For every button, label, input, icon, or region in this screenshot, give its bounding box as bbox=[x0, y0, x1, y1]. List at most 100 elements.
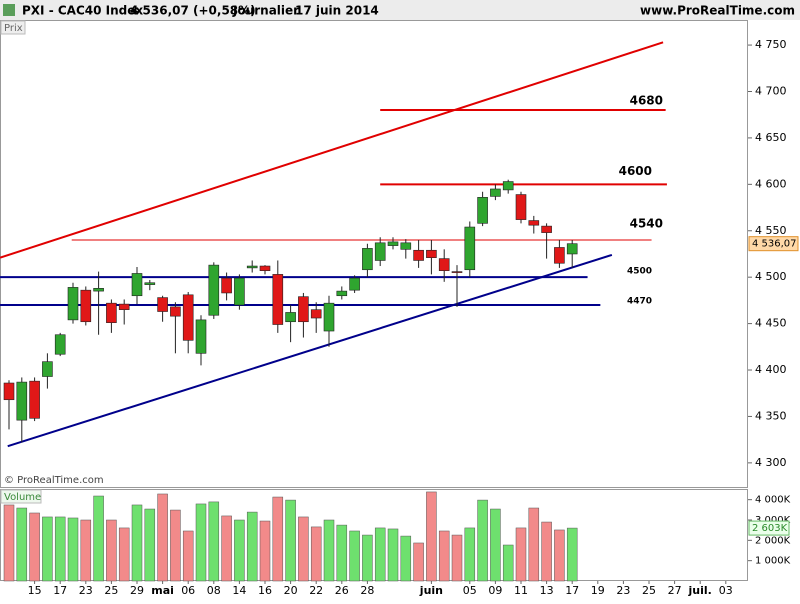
x-tick-label: 25 bbox=[104, 584, 118, 597]
x-tick-label: 28 bbox=[360, 584, 374, 597]
volume-bar bbox=[42, 516, 53, 582]
volume-bar bbox=[67, 517, 79, 582]
y-tick-label: 4 350 bbox=[755, 409, 787, 422]
volume-bar bbox=[106, 519, 117, 582]
x-tick-label: juil. bbox=[688, 584, 712, 597]
candle-body bbox=[16, 381, 28, 421]
x-tick-label: 03 bbox=[719, 584, 733, 597]
volume-bar bbox=[285, 499, 296, 582]
y-tick-label: 4 750 bbox=[755, 38, 787, 51]
volume-bar bbox=[310, 526, 322, 582]
candle-body bbox=[54, 334, 66, 355]
panel-label-box bbox=[0, 489, 42, 504]
x-tick-label: 05 bbox=[463, 584, 477, 597]
candle-body bbox=[131, 273, 143, 297]
volume-bar bbox=[477, 499, 488, 582]
app-icon bbox=[3, 4, 15, 16]
y-tick-label: 3 000K bbox=[755, 515, 791, 526]
candle-body bbox=[336, 290, 348, 297]
volume-bar bbox=[144, 508, 156, 582]
x-tick-label: mai bbox=[151, 584, 174, 597]
candle-body bbox=[118, 303, 130, 310]
volume-bar bbox=[29, 512, 40, 582]
x-tick-label: 08 bbox=[207, 584, 221, 597]
last-volume-label: 2 603K bbox=[752, 523, 788, 534]
last-volume-box bbox=[748, 520, 790, 536]
x-tick-label: 27 bbox=[668, 584, 682, 597]
candle-body bbox=[170, 306, 181, 317]
x-tick-label: 25 bbox=[642, 584, 656, 597]
panel-label: Volume bbox=[4, 492, 41, 503]
candle-body bbox=[310, 309, 322, 319]
volume-bar bbox=[221, 515, 232, 582]
price-panel bbox=[0, 20, 748, 488]
y-tick-label: 4 700 bbox=[755, 84, 787, 97]
x-tick-label: 17 bbox=[53, 584, 67, 597]
x-tick-label: 20 bbox=[284, 584, 298, 597]
candle-body bbox=[362, 248, 373, 271]
volume-bar bbox=[438, 530, 450, 582]
candle-body bbox=[234, 277, 245, 306]
volume-bar bbox=[336, 524, 348, 582]
volume-bar bbox=[3, 504, 15, 582]
volume-bar bbox=[157, 493, 168, 582]
candle-body bbox=[182, 294, 194, 341]
candle-body bbox=[426, 249, 437, 258]
volume-bar bbox=[413, 542, 424, 582]
date: 17 juin 2014 bbox=[295, 4, 379, 18]
volume-bar bbox=[195, 503, 207, 582]
volume-bar bbox=[451, 534, 463, 582]
volume-bar bbox=[170, 509, 181, 582]
level-label: 4540 bbox=[630, 217, 663, 231]
volume-bar bbox=[259, 520, 271, 582]
candle-body bbox=[515, 194, 527, 220]
candle-body bbox=[106, 302, 117, 323]
level-label: 4500 bbox=[627, 267, 652, 277]
last-price-label: 4 536,07 bbox=[752, 239, 797, 250]
candle-body bbox=[221, 277, 232, 294]
volume-bar bbox=[93, 495, 104, 582]
y-tick-label: 4 550 bbox=[755, 224, 787, 237]
volume-bar bbox=[502, 544, 514, 582]
x-tick-label: 17 bbox=[565, 584, 579, 597]
level-label: 4680 bbox=[630, 94, 663, 108]
candle-body bbox=[208, 264, 220, 316]
level-label: 4470 bbox=[627, 297, 652, 307]
x-tick-label: 14 bbox=[232, 584, 246, 597]
candle-body bbox=[93, 288, 104, 292]
y-tick-label: 4 300 bbox=[755, 456, 787, 469]
volume-bar bbox=[400, 535, 412, 582]
x-tick-label: 15 bbox=[28, 584, 42, 597]
y-tick-label: 2 000K bbox=[755, 535, 791, 546]
candle-body bbox=[438, 258, 450, 271]
y-tick-label: 4 650 bbox=[755, 131, 787, 144]
candle-body bbox=[387, 241, 399, 246]
x-tick-label: 16 bbox=[258, 584, 272, 597]
y-tick-label: 4 450 bbox=[755, 317, 787, 330]
x-tick-label: 29 bbox=[130, 584, 144, 597]
watermark: © ProRealTime.com bbox=[4, 475, 104, 486]
candle-body bbox=[42, 361, 53, 377]
volume-bar bbox=[387, 528, 399, 582]
volume-bar bbox=[554, 529, 565, 582]
volume-bar bbox=[246, 511, 258, 582]
header-bar bbox=[0, 0, 800, 20]
x-tick-label: 22 bbox=[309, 584, 323, 597]
trendline bbox=[0, 41, 664, 259]
candle-body bbox=[80, 289, 92, 323]
panel-label: Prix bbox=[4, 23, 23, 34]
candle-body bbox=[528, 220, 540, 226]
volume-bar bbox=[118, 527, 130, 582]
volume-bar bbox=[323, 519, 335, 582]
volume-bar bbox=[16, 507, 28, 582]
candle-body bbox=[29, 380, 40, 419]
candle-body bbox=[502, 181, 514, 191]
candle-body bbox=[3, 382, 15, 401]
candle-body bbox=[451, 271, 463, 273]
candle-body bbox=[246, 265, 258, 269]
candle-body bbox=[272, 274, 284, 325]
candle-body bbox=[554, 247, 565, 264]
x-tick-label: 23 bbox=[616, 584, 630, 597]
candle-body bbox=[490, 188, 501, 197]
